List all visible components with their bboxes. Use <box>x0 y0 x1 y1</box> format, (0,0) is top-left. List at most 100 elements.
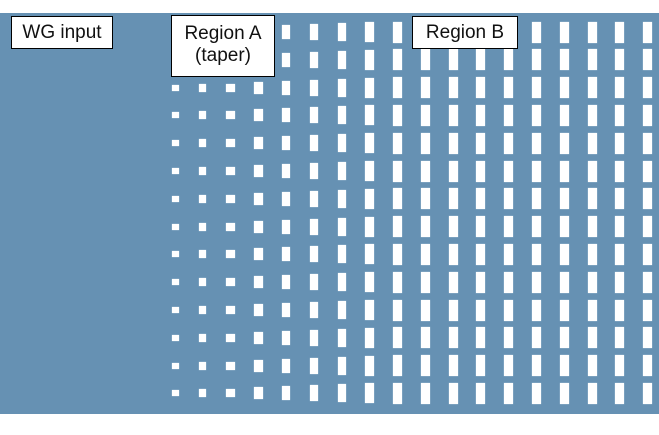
air-hole <box>615 188 625 210</box>
air-hole <box>282 303 291 317</box>
air-hole <box>171 112 179 119</box>
air-hole <box>615 271 625 293</box>
air-hole <box>531 188 541 210</box>
air-hole <box>171 390 179 397</box>
air-hole <box>559 382 569 404</box>
air-hole <box>559 49 569 71</box>
air-hole <box>226 389 236 398</box>
air-hole <box>504 104 514 126</box>
air-hole <box>587 132 597 154</box>
air-hole <box>253 387 263 400</box>
air-hole <box>392 132 402 154</box>
air-hole <box>365 272 375 293</box>
air-hole <box>253 331 263 344</box>
air-hole <box>643 77 653 99</box>
air-hole <box>559 299 569 321</box>
air-hole <box>392 49 402 71</box>
air-hole <box>420 188 430 210</box>
air-hole <box>448 271 458 293</box>
air-hole <box>531 355 541 377</box>
air-hole <box>171 140 179 147</box>
air-hole <box>615 299 625 321</box>
air-hole <box>587 21 597 43</box>
air-hole <box>365 216 375 237</box>
air-hole <box>448 299 458 321</box>
air-hole <box>310 79 318 96</box>
air-hole <box>310 51 318 68</box>
air-hole <box>282 136 291 151</box>
air-hole <box>310 135 318 152</box>
air-hole <box>504 188 514 210</box>
air-hole <box>643 104 653 126</box>
air-hole <box>226 167 236 175</box>
air-hole <box>559 188 569 210</box>
air-hole <box>643 382 653 404</box>
air-hole <box>504 77 514 99</box>
air-hole <box>365 49 375 70</box>
air-hole <box>282 247 291 262</box>
air-hole <box>448 327 458 349</box>
air-hole <box>587 299 597 321</box>
air-hole <box>448 216 458 238</box>
air-hole <box>531 382 541 404</box>
air-hole <box>253 109 263 122</box>
air-hole <box>559 271 569 293</box>
air-hole <box>171 362 179 369</box>
air-hole <box>504 243 514 265</box>
air-hole <box>615 104 625 126</box>
air-hole <box>643 188 653 210</box>
air-hole <box>365 383 375 404</box>
air-hole <box>199 222 207 231</box>
air-hole <box>504 355 514 377</box>
air-hole <box>643 355 653 377</box>
air-hole <box>504 299 514 321</box>
air-hole <box>420 49 430 71</box>
air-hole <box>226 194 236 203</box>
air-hole <box>643 49 653 71</box>
air-hole <box>282 219 291 234</box>
air-hole <box>615 216 625 238</box>
air-hole <box>504 382 514 404</box>
air-hole <box>282 52 291 67</box>
air-hole <box>392 216 402 238</box>
air-hole <box>392 299 402 321</box>
air-hole <box>531 271 541 293</box>
air-hole <box>337 245 346 264</box>
air-hole <box>171 334 179 341</box>
air-hole <box>420 243 430 265</box>
air-hole <box>199 361 207 370</box>
air-hole <box>171 195 179 202</box>
air-hole <box>504 160 514 182</box>
air-hole <box>282 191 291 206</box>
air-hole <box>420 382 430 404</box>
air-hole <box>476 243 486 265</box>
air-hole <box>337 356 346 375</box>
air-hole <box>199 333 207 342</box>
air-hole <box>392 160 402 182</box>
air-hole <box>476 132 486 154</box>
air-hole <box>615 355 625 377</box>
air-hole <box>476 160 486 182</box>
air-hole <box>310 385 318 402</box>
air-hole <box>253 359 263 372</box>
region-b-label: Region B <box>412 16 518 49</box>
air-hole <box>392 271 402 293</box>
air-hole <box>365 244 375 265</box>
air-hole <box>310 302 318 318</box>
air-hole <box>476 382 486 404</box>
air-hole <box>559 104 569 126</box>
air-hole <box>559 243 569 265</box>
air-hole <box>310 163 318 179</box>
air-hole <box>615 243 625 265</box>
air-hole <box>448 188 458 210</box>
air-hole <box>420 132 430 154</box>
air-hole <box>226 306 236 314</box>
air-hole <box>199 194 207 203</box>
air-hole <box>282 275 291 290</box>
air-hole <box>253 248 263 261</box>
air-hole <box>199 389 207 398</box>
air-hole <box>337 301 346 319</box>
air-hole <box>199 111 207 120</box>
air-hole <box>199 306 207 314</box>
air-hole <box>587 188 597 210</box>
